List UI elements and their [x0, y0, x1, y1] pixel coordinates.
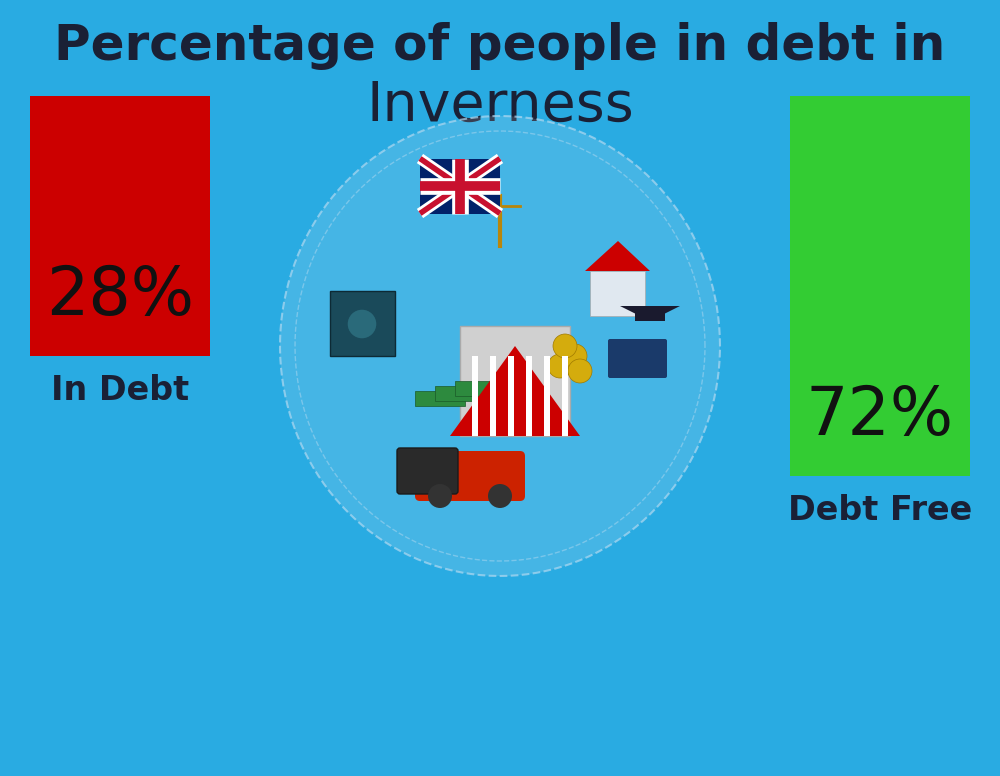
Text: 72%: 72% [806, 383, 954, 449]
Polygon shape [420, 186, 460, 213]
Bar [415, 391, 465, 406]
Polygon shape [460, 158, 500, 186]
Circle shape [488, 484, 512, 508]
Bar [544, 356, 550, 436]
Bar [790, 96, 970, 476]
Polygon shape [450, 346, 580, 436]
FancyBboxPatch shape [397, 448, 458, 494]
FancyBboxPatch shape [415, 451, 525, 501]
Bar [490, 356, 496, 436]
Text: 28%: 28% [46, 263, 194, 329]
Circle shape [568, 359, 592, 383]
Polygon shape [620, 306, 680, 321]
Bar [455, 381, 505, 396]
Bar [562, 356, 568, 436]
Circle shape [553, 334, 577, 358]
Bar [435, 386, 485, 401]
Text: Inverness: Inverness [366, 79, 634, 133]
Bar [472, 356, 478, 436]
Bar [590, 271, 645, 316]
Text: In Debt: In Debt [51, 375, 189, 407]
Text: Debt Free: Debt Free [788, 494, 972, 528]
Polygon shape [585, 241, 650, 271]
Bar [460, 326, 570, 436]
Bar [330, 291, 395, 356]
Bar [508, 356, 514, 436]
Polygon shape [460, 186, 500, 213]
Circle shape [563, 344, 587, 368]
Ellipse shape [280, 116, 720, 576]
FancyBboxPatch shape [608, 339, 667, 378]
Bar [30, 96, 210, 356]
Circle shape [548, 354, 572, 378]
Circle shape [428, 484, 452, 508]
Bar [635, 306, 665, 321]
Bar [420, 158, 500, 213]
Circle shape [347, 309, 377, 339]
Text: Percentage of people in debt in: Percentage of people in debt in [54, 22, 946, 70]
Polygon shape [420, 158, 460, 186]
Bar [526, 356, 532, 436]
